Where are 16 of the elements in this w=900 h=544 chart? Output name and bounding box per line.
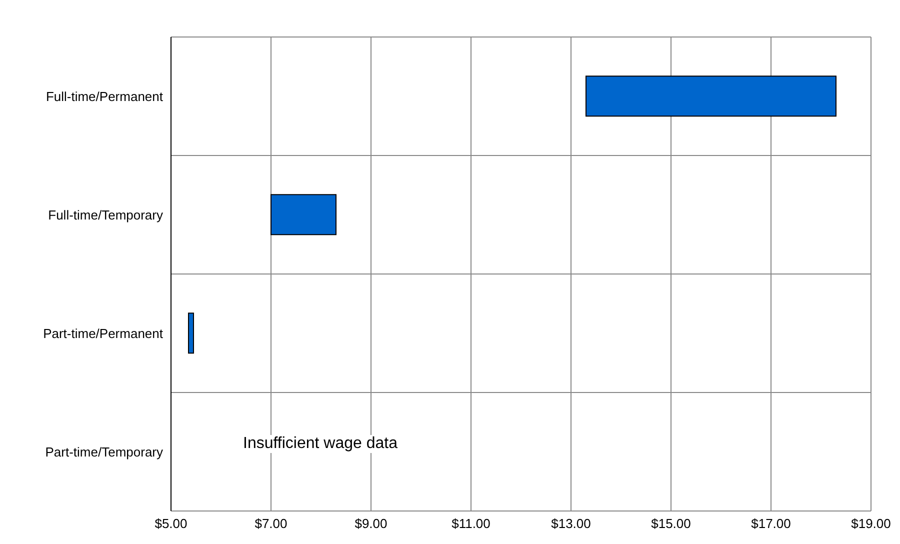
x-tick-label: $13.00 [551, 516, 591, 532]
x-tick-label: $9.00 [354, 516, 388, 532]
bar [586, 76, 836, 117]
x-tick-label: $5.00 [154, 516, 188, 532]
x-tick-label: $15.00 [651, 516, 691, 532]
x-tick-label: $19.00 [851, 516, 891, 532]
y-tick-label: Part-time/Temporary [45, 444, 164, 460]
y-tick-label: Full-time/Temporary [48, 207, 164, 222]
y-tick-label: Full-time/Permanent [46, 88, 164, 104]
bar [270, 194, 336, 236]
annotation: Insufficient wage data [243, 435, 398, 453]
bar [188, 312, 194, 354]
x-tick-label: $7.00 [254, 516, 288, 532]
y-tick-label: Part-time/Permanent [43, 326, 164, 341]
x-tick-label: $11.00 [452, 516, 490, 532]
x-tick-label: $17.00 [751, 516, 791, 532]
